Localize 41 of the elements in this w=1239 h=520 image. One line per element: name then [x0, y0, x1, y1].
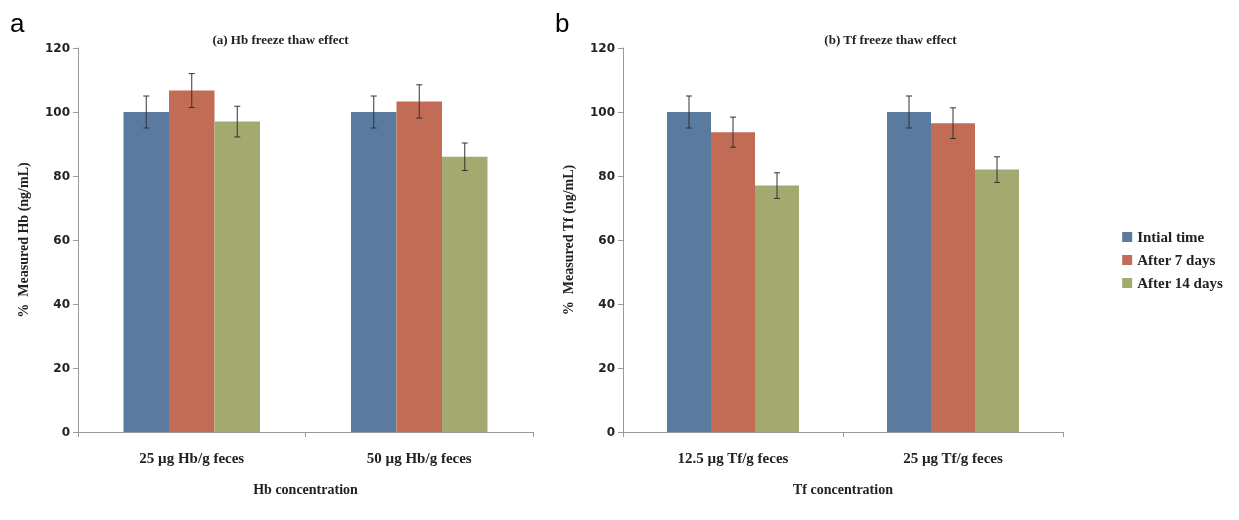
x-tick-label: 50 µg Hb/g feces	[366, 449, 472, 466]
y-tick-label: 80	[598, 169, 615, 183]
bar	[123, 112, 169, 432]
bar	[351, 112, 397, 432]
y-tick-label: 60	[598, 233, 615, 247]
y-tick-label: 120	[44, 41, 70, 55]
y-tick-label: 20	[53, 361, 70, 375]
x-axis-title: Tf concentration	[793, 481, 894, 497]
bar	[396, 101, 442, 432]
bar	[711, 132, 755, 432]
y-axis-title: % Measured Hb (ng/mL)	[15, 162, 32, 318]
text: a	[10, 8, 25, 39]
y-tick-label: 0	[61, 425, 70, 439]
x-tick-label: 25 µg Tf/g feces	[903, 449, 1003, 466]
bar	[169, 90, 215, 432]
x-axis-title: Hb concentration	[253, 481, 359, 497]
bar	[214, 121, 260, 432]
y-tick-label: 40	[598, 297, 615, 311]
bar	[667, 112, 711, 432]
bar	[931, 123, 975, 432]
y-tick-label: 120	[589, 41, 615, 55]
bar	[442, 156, 488, 432]
bar	[887, 112, 931, 432]
y-axis-title: % Measured Tf (ng/mL)	[560, 164, 577, 316]
y-tick-label: 40	[53, 297, 70, 311]
y-tick-label: 80	[53, 169, 70, 183]
text: b	[555, 8, 570, 39]
x-tick-label: 12.5 µg Tf/g feces	[677, 449, 789, 466]
legend-label: Intial time	[1137, 229, 1205, 245]
bar	[755, 185, 799, 432]
legend-label: After 14 days	[1137, 275, 1223, 291]
y-tick-label: 60	[53, 233, 70, 247]
legend-label: After 7 days	[1137, 252, 1216, 268]
y-tick-label: 100	[44, 105, 70, 119]
y-tick-label: 100	[589, 105, 615, 119]
chart-title: (b) Tf freeze thaw effect	[824, 32, 958, 47]
y-tick-label: 0	[606, 425, 615, 439]
x-tick-label: 25 µg Hb/g feces	[139, 449, 245, 466]
bar	[975, 169, 1019, 432]
y-tick-label: 20	[598, 361, 615, 375]
chart-title: (a) Hb freeze thaw effect	[212, 32, 350, 47]
